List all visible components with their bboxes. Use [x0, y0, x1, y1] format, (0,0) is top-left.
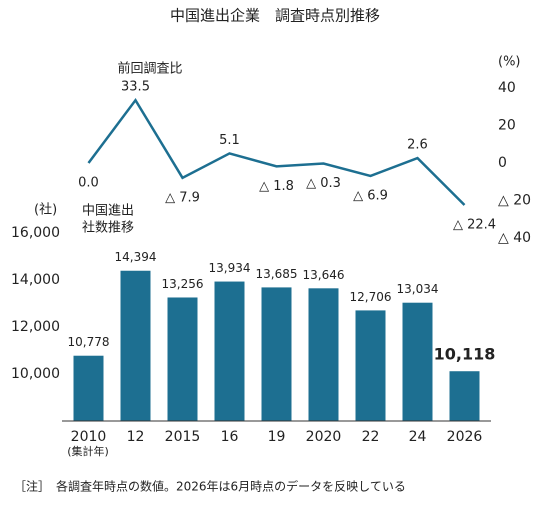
line: [87, 97, 466, 206]
y-tick-label: △ 40: [498, 230, 531, 246]
value-label: 13,034: [397, 282, 439, 296]
x-tick-label: 24: [409, 429, 427, 445]
x-tick-label: 2026: [447, 429, 483, 445]
x-tick-label: 22: [362, 429, 380, 445]
value-label: △ 1.8: [259, 179, 294, 194]
x-tick-label: 16: [221, 429, 239, 445]
y-unit: (社): [34, 202, 57, 218]
bar: [449, 371, 480, 421]
line-label: 前回調査比: [117, 61, 182, 77]
y-tick-label: 16,000: [11, 225, 60, 241]
bar: [308, 288, 339, 421]
x-note: (集計年): [67, 444, 109, 458]
bar: [214, 281, 245, 421]
y-tick-label: 10,000: [11, 366, 60, 382]
value-label: △ 6.9: [353, 188, 388, 203]
value-label: 13,934: [209, 261, 251, 275]
value-label: 13,256: [162, 277, 204, 291]
x-tick-label: 2020: [306, 429, 342, 445]
bar-label: 社数推移: [82, 220, 134, 236]
y-tick-label: 0: [498, 155, 507, 171]
value-label: 0.0: [78, 176, 99, 191]
bar-label: 中国進出: [82, 204, 134, 219]
y-unit: (%): [498, 55, 521, 70]
value-label: △ 7.9: [165, 190, 200, 205]
bar: [73, 355, 104, 421]
x-tick-label: 2010: [71, 429, 107, 445]
bar: [355, 310, 386, 421]
value-label: △ 22.4: [453, 218, 496, 233]
bar: [167, 297, 198, 421]
y-tick-label: 14,000: [11, 272, 60, 288]
y-tick-label: 20: [498, 118, 516, 134]
x-tick-label: 19: [268, 429, 286, 445]
value-label: 14,394: [115, 250, 157, 264]
y-tick-label: △ 20: [498, 193, 531, 209]
bar: [402, 302, 433, 421]
value-label: △ 0.3: [306, 176, 341, 191]
value-label: 12,706: [350, 290, 392, 304]
bar: [261, 287, 292, 421]
value-label: 13,685: [256, 267, 298, 281]
x-tick-label: 12: [127, 429, 145, 445]
x-tick-label: 2015: [165, 429, 201, 445]
value-label: 5.1: [219, 133, 240, 148]
value-label: 13,646: [303, 268, 345, 282]
chart-title: 中国進出企業 調査時点別推移: [170, 7, 380, 25]
value-label: 10,118: [434, 345, 496, 364]
value-label: 33.5: [121, 80, 150, 95]
value-label: 10,778: [68, 335, 110, 349]
value-label: 2.6: [407, 138, 428, 153]
y-tick-label: 12,000: [11, 319, 60, 335]
footnote: ［注］ 各調査年時点の数値。2026年は6月時点のデータを反映している: [14, 479, 406, 494]
bar: [120, 270, 151, 421]
y-tick-label: 40: [498, 80, 516, 96]
